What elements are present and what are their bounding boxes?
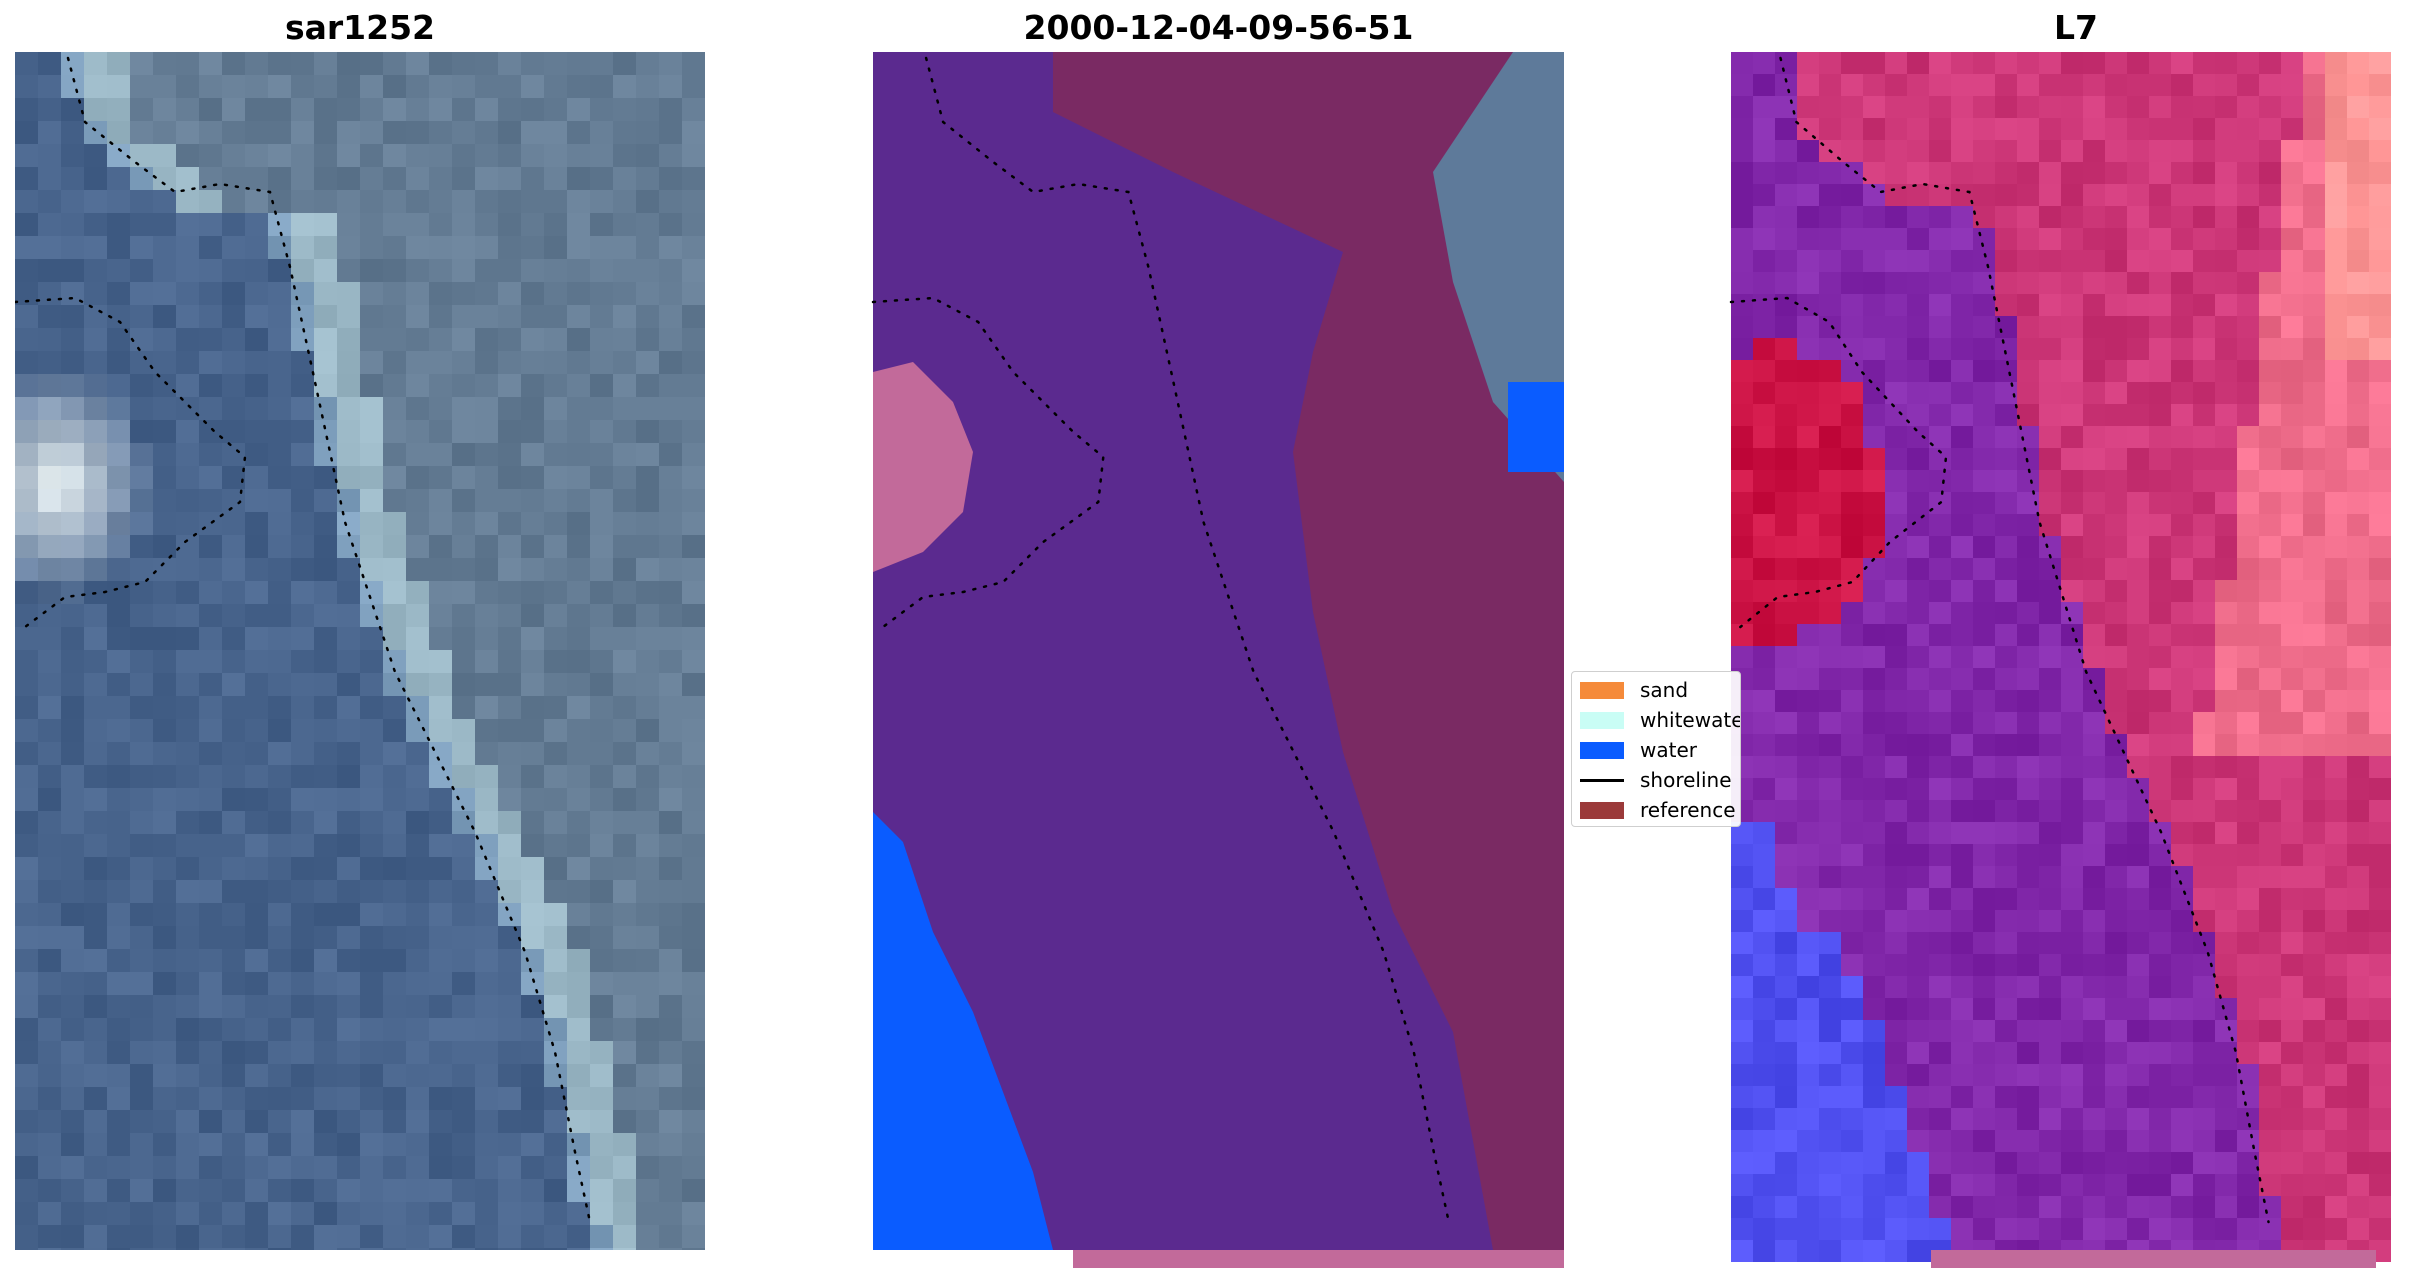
legend-item-whitewater: whitewater <box>1580 708 1741 732</box>
index-shoreline-main <box>1779 56 2270 1224</box>
legend-swatch-water <box>1580 741 1624 759</box>
legend-item-shoreline: shoreline <box>1580 768 1732 792</box>
legend-item-water: water <box>1580 738 1697 762</box>
classified-shoreline-secondary <box>871 296 1105 629</box>
rgb-image-panel <box>15 52 705 1250</box>
legend-label-sand: sand <box>1640 678 1689 702</box>
legend: sand whitewater water shoreline referenc… <box>1571 671 1741 827</box>
legend-swatch-sand <box>1580 681 1624 699</box>
legend-label-whitewater: whitewater <box>1640 708 1741 732</box>
rgb-satellite-image <box>15 52 705 1250</box>
panel-title-classified: 2000-12-04-09-56-51 <box>1023 8 1414 47</box>
classified-reference-zone <box>1053 52 1564 1250</box>
legend-label-reference: reference <box>1640 798 1736 822</box>
legend-item-reference: reference <box>1580 798 1736 822</box>
index-satellite-image <box>1729 52 2391 1268</box>
classified-shoreline-main <box>924 56 1451 1224</box>
index-pixels <box>1731 52 2391 1262</box>
classified-water-patch <box>1508 382 1564 472</box>
legend-label-shoreline: shoreline <box>1640 768 1732 792</box>
legend-label-water: water <box>1640 738 1697 762</box>
classified-water-zone <box>873 812 1053 1250</box>
rgb-pixels <box>15 52 705 1250</box>
panel-title-rgb: sar1252 <box>284 8 436 47</box>
panel-title-index: L7 <box>2054 8 2098 47</box>
classified-image-panel <box>871 52 1564 1268</box>
index-image-panel <box>1729 52 2391 1268</box>
legend-swatch-reference <box>1580 801 1624 819</box>
legend-swatch-shoreline <box>1580 778 1624 782</box>
classified-bottom-strip <box>1073 1250 1564 1268</box>
legend-item-sand: sand <box>1580 678 1688 702</box>
index-shoreline-secondary <box>1729 296 1948 629</box>
classified-unclassified-zone <box>1433 52 1564 482</box>
classified-pink-blob <box>873 362 973 572</box>
index-bottom-strip <box>1931 1250 2376 1268</box>
legend-swatch-whitewater <box>1580 711 1624 729</box>
rgb-shoreline-main <box>66 56 592 1224</box>
classified-satellite-image <box>871 52 1564 1268</box>
rgb-shoreline-secondary <box>15 296 247 629</box>
